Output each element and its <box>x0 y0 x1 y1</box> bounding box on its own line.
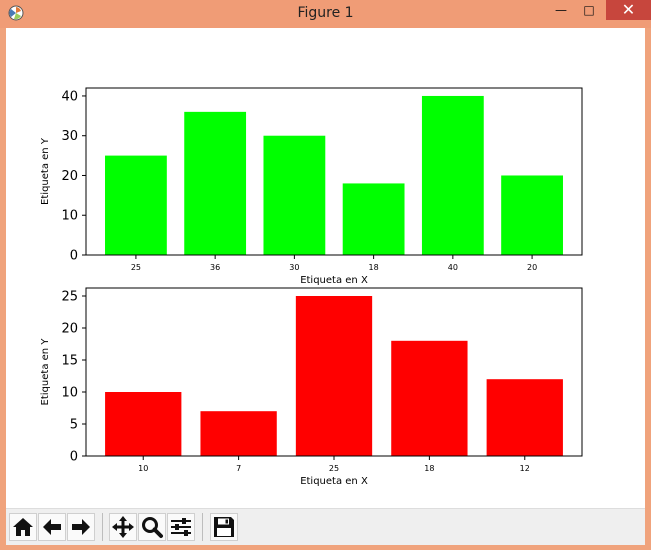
x-tick-label: 25 <box>329 464 339 473</box>
zoom-button[interactable] <box>138 513 166 541</box>
forward-button[interactable] <box>67 513 95 541</box>
home-button[interactable] <box>9 513 37 541</box>
bar <box>105 155 167 255</box>
navigation-toolbar <box>6 508 645 545</box>
window-title: Figure 1 <box>297 5 354 21</box>
y-tick-label: 25 <box>61 290 78 305</box>
bar <box>105 392 182 456</box>
back-button[interactable] <box>38 513 66 541</box>
bar <box>263 135 326 255</box>
x-tick-label: 18 <box>369 263 379 272</box>
figure-canvas[interactable]: 25 36 30 18 40 20 0 10 20 30 40 Etiqueta en X Etique… <box>6 28 645 545</box>
y-tick-label: 20 <box>61 169 78 184</box>
x-tick-label: 10 <box>138 464 148 473</box>
y-tick-label: 20 <box>61 322 78 337</box>
arrow-left-icon <box>43 519 61 535</box>
x-tick-label: 36 <box>210 263 220 272</box>
y-axis-label: Etiqueta en Y <box>40 338 51 406</box>
maximize-button[interactable]: □ <box>583 3 595 17</box>
x-axis-label: Etiqueta en X <box>300 476 368 487</box>
x-tick-label: 7 <box>236 464 241 473</box>
configure-subplots-button[interactable] <box>167 513 195 541</box>
pan-button[interactable] <box>109 513 137 541</box>
y-tick-label: 5 <box>70 418 78 433</box>
floppy-disk-icon <box>214 517 234 537</box>
arrow-right-icon <box>72 519 90 535</box>
bottom-bar-chart: 10 7 25 18 12 0 5 10 15 20 25 Etiqueta en X Etiqueta… <box>40 287 583 487</box>
y-tick-label: 0 <box>70 249 78 264</box>
y-tick-label: 30 <box>61 129 78 144</box>
bar <box>501 175 563 255</box>
close-button[interactable]: ✕ <box>606 0 651 20</box>
x-tick-label: 40 <box>448 263 458 272</box>
x-tick-label: 25 <box>131 263 141 272</box>
x-tick-label: 18 <box>424 464 434 473</box>
sliders-icon <box>171 518 191 536</box>
y-tick-label: 40 <box>61 89 78 104</box>
y-axis-label: Etiqueta en Y <box>40 137 51 205</box>
save-button[interactable] <box>210 513 238 541</box>
toolbar-separator <box>202 513 203 541</box>
title-bar: Figure 1 — □ ✕ <box>0 0 651 28</box>
x-tick-label: 20 <box>527 263 537 272</box>
toolbar-separator <box>102 513 103 541</box>
bar <box>391 340 468 456</box>
x-tick-label: 30 <box>289 263 299 272</box>
bar <box>295 296 373 456</box>
top-bar-chart: 25 36 30 18 40 20 0 10 20 30 40 Etiqueta en X Etique… <box>40 87 583 286</box>
bar <box>200 411 277 456</box>
minimize-button[interactable]: — <box>555 3 567 17</box>
y-tick-label: 10 <box>61 209 78 224</box>
y-tick-label: 10 <box>61 386 78 401</box>
plot-area: 25 36 30 18 40 20 0 10 20 30 40 Etiqueta en X Etique… <box>40 87 583 487</box>
home-icon <box>13 518 33 536</box>
bar <box>486 379 563 456</box>
x-tick-label: 12 <box>520 464 530 473</box>
matplotlib-app-icon[interactable] <box>8 5 24 21</box>
move-icon <box>112 516 134 538</box>
bar <box>184 111 247 255</box>
axes-frame <box>85 87 583 256</box>
bar <box>342 183 405 255</box>
y-tick-label: 15 <box>61 354 78 369</box>
magnifier-icon <box>142 517 163 538</box>
y-tick-label: 0 <box>70 450 78 465</box>
x-axis-label: Etiqueta en X <box>300 275 368 286</box>
bar <box>421 95 484 255</box>
